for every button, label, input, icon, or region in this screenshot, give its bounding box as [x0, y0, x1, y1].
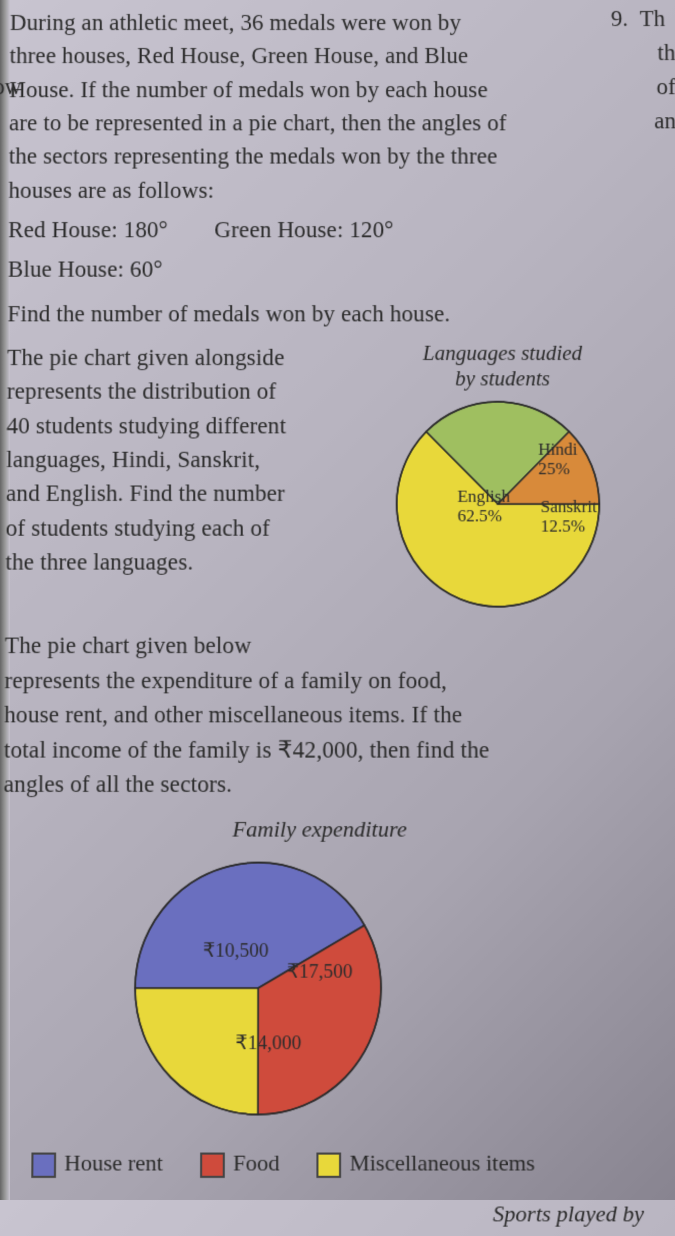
q7-pie-chart: English62.5% Hindi25% Sanskrit12.5% [386, 392, 620, 623]
legend-item-food: Food [200, 1149, 280, 1178]
pie-label-sanskrit: Sanskrit [540, 497, 597, 516]
pie-label-misc: ₹10,500 [203, 940, 269, 962]
legend-item-misc: Miscellaneous items [317, 1149, 535, 1178]
q9-number: 9. [611, 6, 628, 31]
q8-chart-title: Family expenditure [115, 816, 523, 843]
q8-pie-chart: ₹17,500 ₹14,000 ₹10,500 [124, 852, 670, 1130]
next-chart-title-fragment: Sports played by [493, 1200, 644, 1228]
pie-label-english: English [457, 487, 510, 506]
pie-label-hindi: Hindi [538, 440, 578, 459]
q6-red-green: Red House: 180° Green House: 120° [8, 213, 663, 247]
legend-item-house-rent: House rent [31, 1149, 163, 1178]
q7-paragraph: The pie chart given alongside represents… [5, 341, 360, 580]
q7-chart-title: Languages studied by students [386, 341, 618, 392]
q6-find: Find the number of medals won by each ho… [7, 297, 663, 331]
q6-blue: Blue House: 60° [8, 253, 664, 287]
q8-paragraph: The pie chart given below represents the… [3, 629, 630, 802]
q6-paragraph: During an athletic meet, 36 medals were … [8, 6, 586, 207]
svg-text:25%: 25% [538, 459, 570, 478]
pie-label-food: ₹14,000 [235, 1032, 301, 1054]
pie-label-house-rent: ₹17,500 [287, 960, 353, 982]
svg-text:62.5%: 62.5% [457, 506, 502, 525]
left-margin-fragment: ow [0, 74, 22, 100]
q8-legend: House rent Food Miscellaneous items [31, 1149, 670, 1178]
svg-text:12.5%: 12.5% [541, 517, 586, 536]
